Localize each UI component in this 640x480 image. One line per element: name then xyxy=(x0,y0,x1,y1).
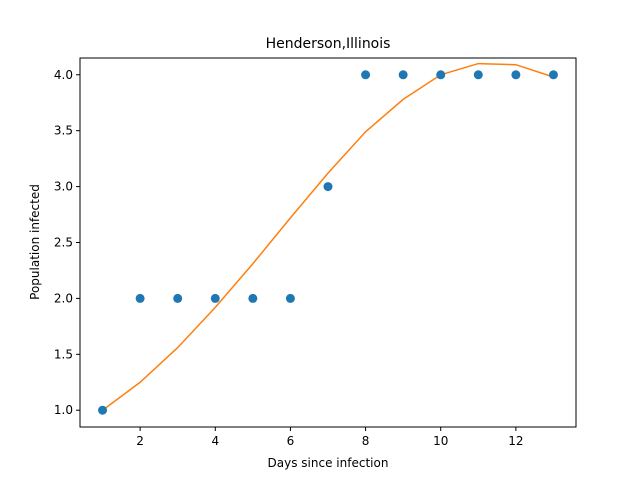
data-point xyxy=(361,70,371,80)
chart-title: Henderson,Illinois xyxy=(266,36,391,52)
y-tick-label: 2.5 xyxy=(54,236,73,250)
data-point xyxy=(135,293,145,303)
x-axis-ticks: 2 4 6 8 10 12 xyxy=(136,427,524,448)
plot-marks xyxy=(98,62,558,415)
y-axis-ticks: 1.0 1.5 2.0 2.5 3.0 3.5 4.0 xyxy=(54,68,80,417)
y-tick-label: 1.5 xyxy=(54,347,73,361)
x-tick-label: 12 xyxy=(508,434,523,448)
data-point xyxy=(511,70,521,80)
y-tick-label: 4.0 xyxy=(54,68,73,82)
data-point xyxy=(436,70,446,80)
data-point xyxy=(285,293,295,303)
data-point xyxy=(173,293,183,303)
y-tick-label: 3.5 xyxy=(54,124,73,138)
x-tick-label: 4 xyxy=(211,434,219,448)
y-tick-label: 1.0 xyxy=(54,403,73,417)
x-tick-label: 2 xyxy=(136,434,144,448)
data-point xyxy=(473,70,483,80)
y-tick-label: 3.0 xyxy=(54,180,73,194)
axes-frame xyxy=(79,57,577,428)
data-point xyxy=(323,182,333,192)
data-point xyxy=(248,293,258,303)
data-point xyxy=(210,293,220,303)
x-tick-label: 10 xyxy=(433,434,448,448)
fitted-curve-line xyxy=(102,62,554,411)
data-point xyxy=(398,70,408,80)
y-tick-label: 2.0 xyxy=(54,291,73,305)
data-point xyxy=(548,70,558,80)
data-point xyxy=(98,405,108,415)
x-tick-label: 6 xyxy=(287,434,295,448)
x-axis-label: Days since infection xyxy=(268,456,389,470)
y-axis-label: Population infected xyxy=(28,184,42,300)
x-tick-label: 8 xyxy=(362,434,370,448)
